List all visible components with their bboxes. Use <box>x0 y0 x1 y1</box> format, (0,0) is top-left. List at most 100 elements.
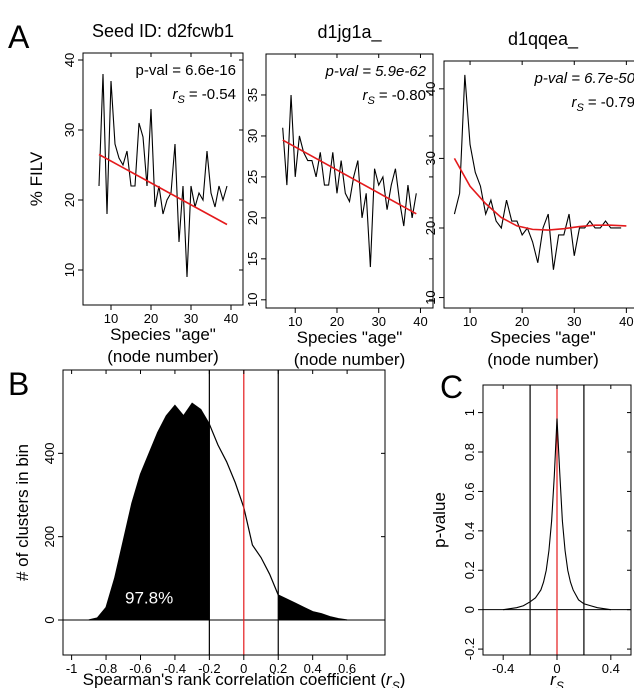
rs-annotation: rS = -0.79 <box>572 94 634 114</box>
x-tick-label: -0.4 <box>492 661 514 676</box>
y-tick-label: 35 <box>245 88 260 102</box>
x-tick-label: 0.6 <box>338 661 356 676</box>
chart-title: Seed ID: d2fcwb1 <box>92 21 234 41</box>
y-tick-label: 200 <box>42 526 57 548</box>
x-tick-label: 0 <box>240 661 247 676</box>
y-axis-label: % FILV <box>27 151 46 206</box>
x-label-symbol: r <box>386 670 393 688</box>
x-axis-label: Spearman's rank correlation coefficient … <box>83 670 406 688</box>
y-tick-label: 20 <box>62 193 77 207</box>
x-axis-label: (node number) <box>294 350 406 369</box>
rs-value: = -0.79 <box>588 94 634 111</box>
x-axis-label: Species "age" <box>110 325 216 344</box>
rs-subscript: S <box>577 102 585 114</box>
rs-symbol: r <box>572 94 578 111</box>
x-tick-label: 0.4 <box>304 661 322 676</box>
plot-frame <box>443 60 634 309</box>
fit-line <box>98 153 228 226</box>
x-tick-label: 20 <box>330 314 344 329</box>
panel-letter: C <box>440 369 463 405</box>
percent-label: 97.8% <box>125 588 173 607</box>
rs-subscript: S <box>178 94 186 106</box>
x-tick-label: 30 <box>371 314 385 329</box>
x-tick-label: -0.8 <box>95 661 117 676</box>
rs-annotation: rS = -0.80 <box>363 87 426 107</box>
x-tick-label: 40 <box>224 311 238 326</box>
fit-line <box>282 139 417 215</box>
p-value-annotation: p-val = 6.6e-16 <box>136 62 236 79</box>
x-tick-label: 0.4 <box>602 661 620 676</box>
y-tick-label: 1 <box>462 409 477 416</box>
panel-letter: B <box>8 366 29 402</box>
y-tick-label: 0 <box>42 616 57 623</box>
y-tick-label: 0.2 <box>462 561 477 579</box>
x-axis-label: rS <box>550 670 564 688</box>
x-tick-label: 30 <box>567 314 581 329</box>
fit-line <box>453 158 627 231</box>
x-label-symbol: r <box>550 670 557 688</box>
p-value-annotation: p-val = 6.7e-50 <box>534 70 634 87</box>
x-axis-label: (node number) <box>107 347 219 366</box>
y-tick-label: 0.8 <box>462 443 477 461</box>
y-tick-label: 10 <box>62 263 77 277</box>
x-label-subscript: S <box>556 679 564 688</box>
y-tick-label: 400 <box>42 442 57 464</box>
x-tick-label: 10 <box>463 314 477 329</box>
y-tick-label: 40 <box>62 53 77 67</box>
y-tick-label: 10 <box>423 290 438 304</box>
x-axis-label: Species "age" <box>490 328 596 347</box>
x-axis-label: (node number) <box>487 350 599 369</box>
y-tick-label: 30 <box>62 123 77 137</box>
x-tick-label: 0.2 <box>269 661 287 676</box>
x-tick-label: 20 <box>515 314 529 329</box>
y-tick-label: 10 <box>245 293 260 307</box>
y-tick-label: 0 <box>462 606 477 613</box>
y-tick-label: 15 <box>245 252 260 266</box>
x-tick-label: 40 <box>413 314 427 329</box>
x-tick-label: 20 <box>144 311 158 326</box>
y-axis-label: # of clusters in bin <box>13 444 32 581</box>
x-axis-label: Species "age" <box>297 328 403 347</box>
rs-subscript: S <box>368 95 376 107</box>
plot-frame <box>82 52 244 306</box>
y-tick-label: 20 <box>245 211 260 225</box>
plot-frame <box>265 53 434 309</box>
data-line <box>503 418 611 611</box>
rs-symbol: r <box>173 86 179 103</box>
x-label-subscript: S <box>392 679 400 688</box>
x-tick-label: 10 <box>288 314 302 329</box>
y-tick-label: 0.6 <box>462 482 477 500</box>
y-tick-label: 30 <box>423 151 438 165</box>
x-tick-label: -0.2 <box>198 661 220 676</box>
chart-title: d1qqea_ <box>508 29 579 50</box>
rs-value: = -0.80 <box>379 87 426 104</box>
x-tick-label: -1 <box>66 661 78 676</box>
y-axis-label: p-value <box>430 492 449 548</box>
x-tick-label: -0.6 <box>129 661 151 676</box>
rs-symbol: r <box>363 87 369 104</box>
y-tick-label: 30 <box>245 129 260 143</box>
rs-annotation: rS = -0.54 <box>173 86 236 106</box>
p-value-annotation: p-val = 5.9e-62 <box>325 63 427 80</box>
tail-area <box>278 595 348 620</box>
x-tick-label: 40 <box>619 314 633 329</box>
rs-value: = -0.54 <box>189 86 236 103</box>
y-tick-label: 40 <box>423 82 438 96</box>
plot-frame <box>62 369 386 656</box>
x-tick-label: -0.4 <box>164 661 186 676</box>
y-tick-label: 20 <box>423 221 438 235</box>
chart-title: d1jg1a_ <box>317 22 382 43</box>
y-tick-label: -0.2 <box>462 638 477 660</box>
y-tick-label: 0.4 <box>462 522 477 540</box>
y-tick-label: 25 <box>245 170 260 184</box>
panel-letter: A <box>8 19 30 55</box>
histogram-line <box>88 402 348 621</box>
data-line <box>282 94 417 268</box>
x-tick-label: 0 <box>553 661 560 676</box>
x-tick-label: 30 <box>184 311 198 326</box>
x-tick-label: 10 <box>104 311 118 326</box>
tail-area <box>88 403 210 620</box>
x-label-end: ) <box>400 670 406 688</box>
data-line <box>98 73 228 278</box>
